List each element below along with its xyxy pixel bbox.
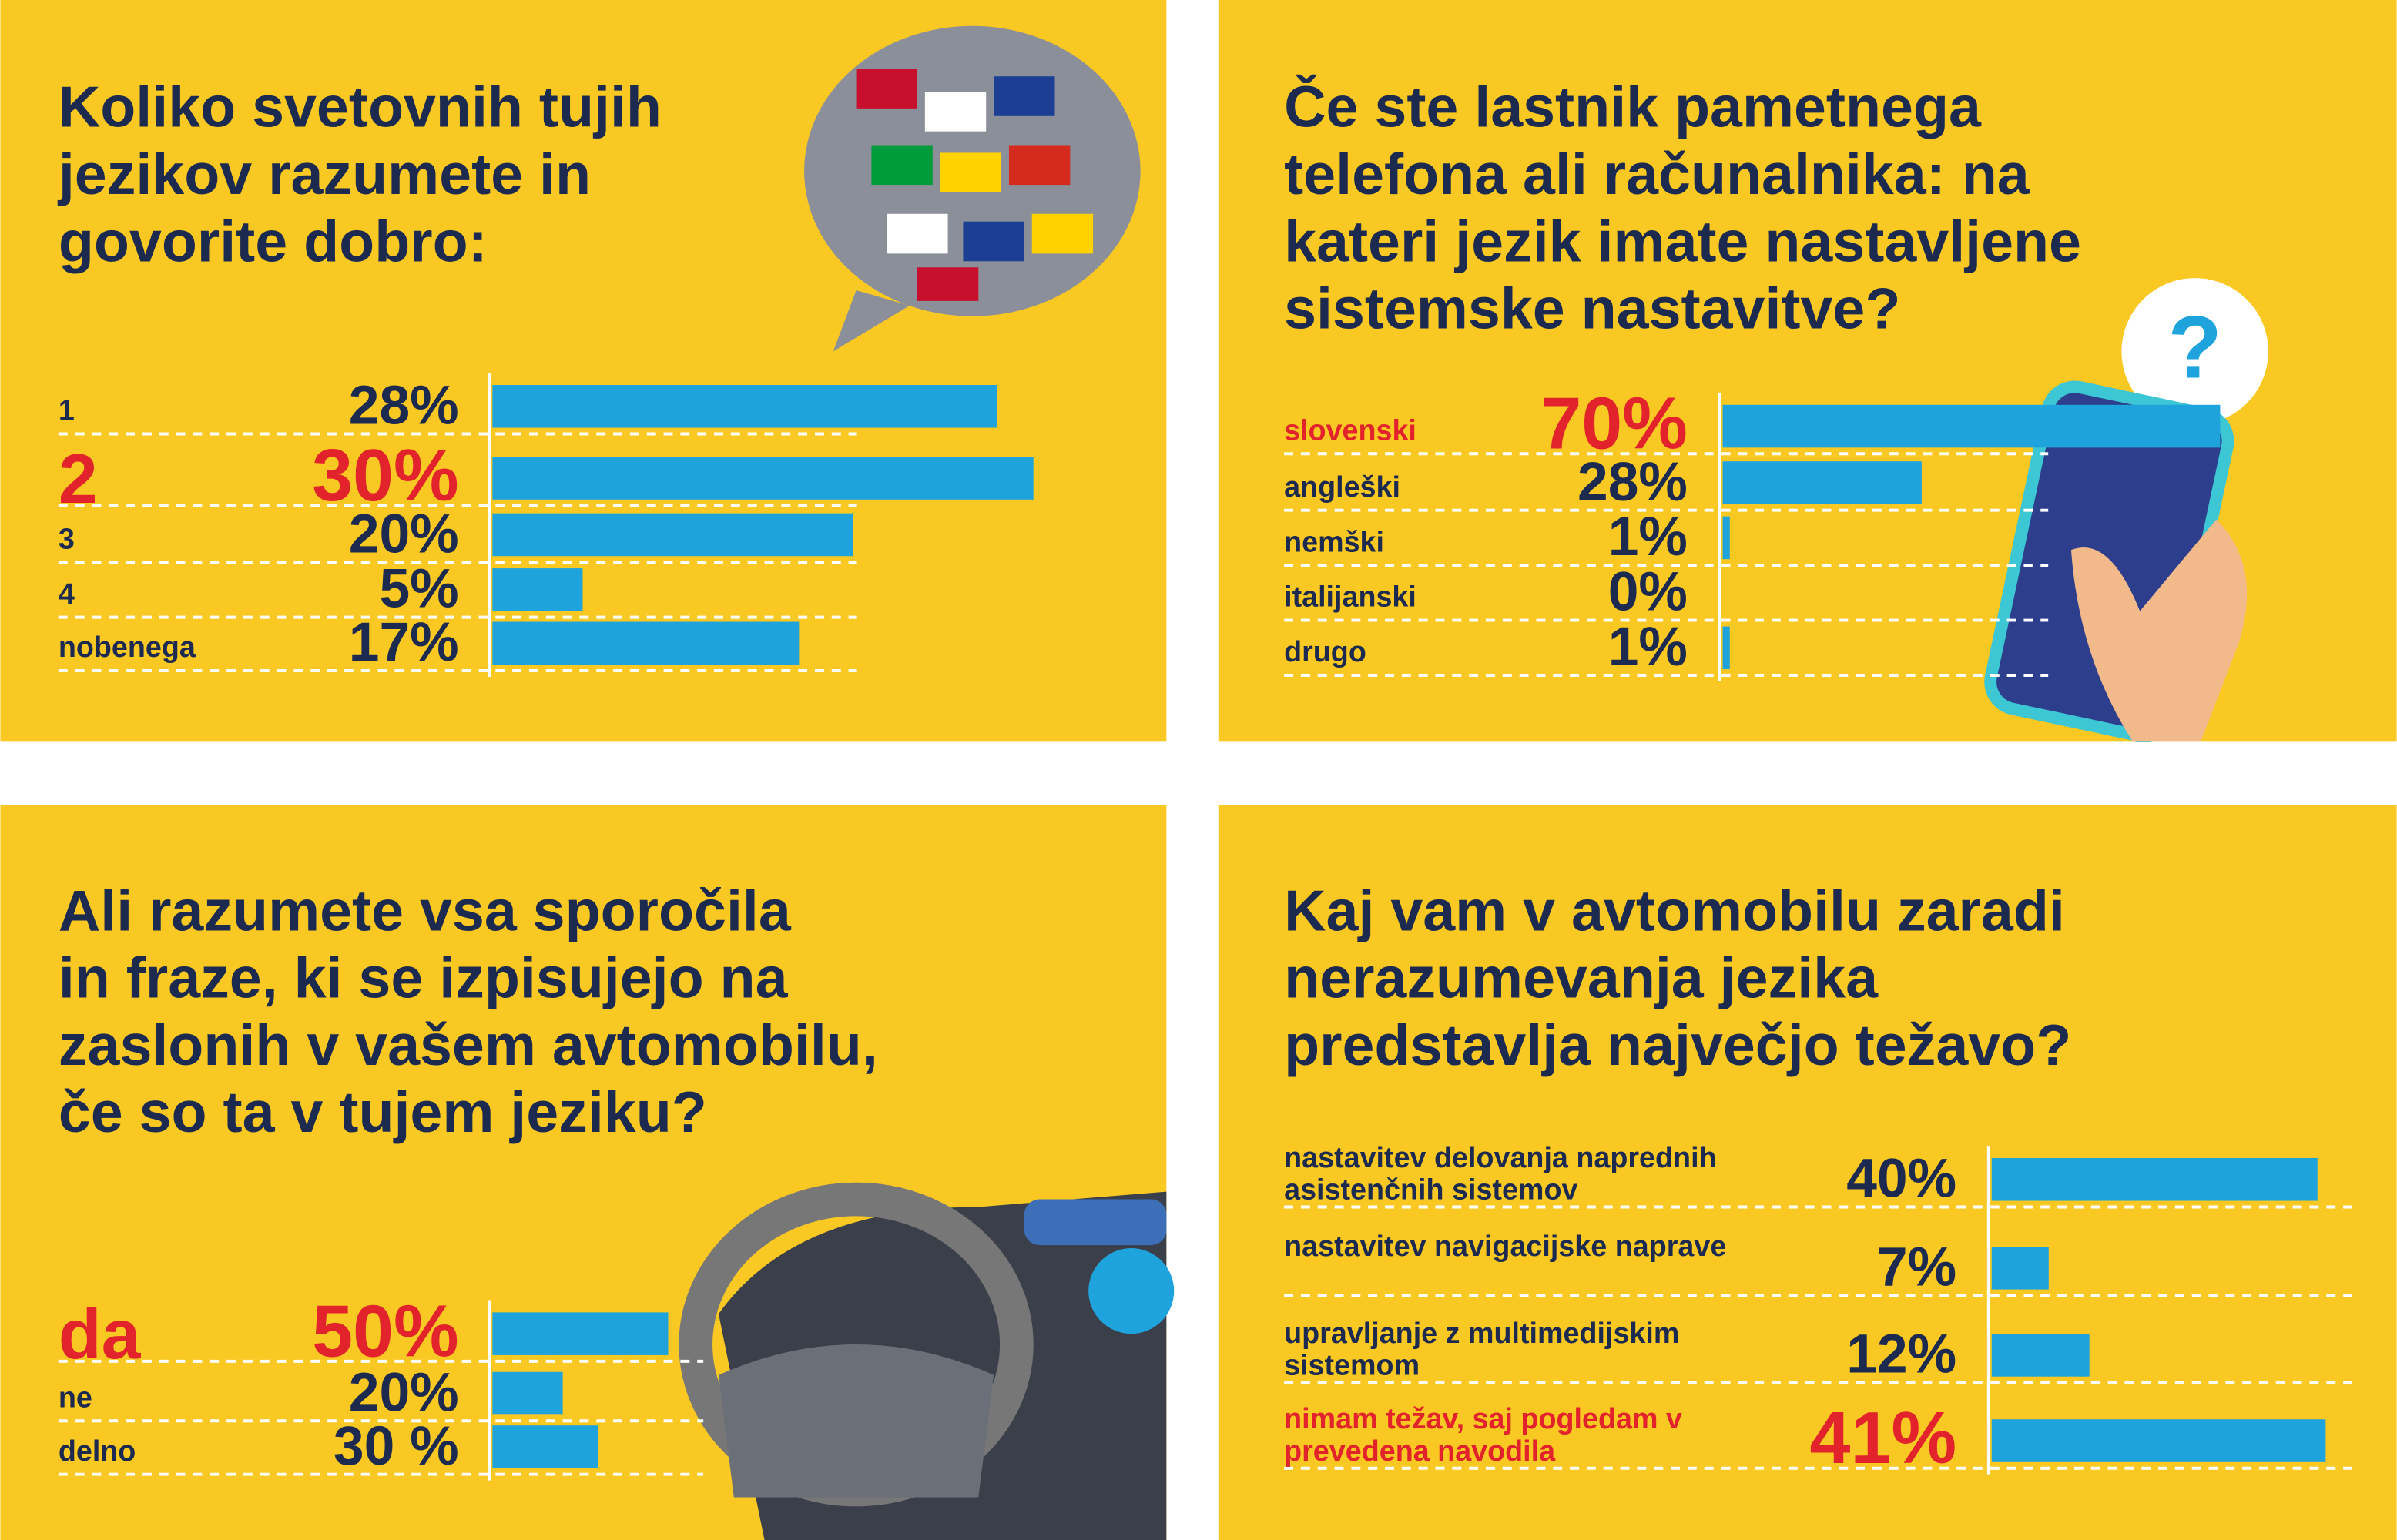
category-label: nemški <box>1284 525 1384 557</box>
bar <box>492 513 853 557</box>
category-label: delno <box>59 1435 136 1467</box>
category-label: drugo <box>1284 635 1366 668</box>
value-label: 40% <box>1846 1148 1956 1210</box>
bar <box>1991 1419 2326 1462</box>
bar <box>1722 404 2221 448</box>
value-label: 70% <box>1540 383 1688 465</box>
chart-title: zaslonih v vašem avtomobilu, <box>59 1013 878 1077</box>
chart-title: telefona ali računalnika: na <box>1284 142 2030 206</box>
value-label: 28% <box>1577 451 1688 513</box>
value-label: 7% <box>1877 1237 1956 1298</box>
category-label-box: nastavitev navigacijske naprave <box>1284 1231 1727 1264</box>
value-label: 0% <box>1608 561 1688 623</box>
category-label: angleški <box>1284 470 1400 503</box>
bar <box>492 621 800 665</box>
value-label: 20% <box>349 1361 459 1423</box>
category-label: nobenega <box>59 631 196 663</box>
bar <box>1722 626 1730 670</box>
bar <box>492 1425 598 1468</box>
category-label-box: nimam težav, saj pogledam v prevedena na… <box>1284 1404 1682 1468</box>
value-label: 12% <box>1846 1324 1956 1385</box>
value-label: 41% <box>1810 1398 1957 1479</box>
chart-title: predstavlja največjo težavo? <box>1284 1013 2071 1077</box>
category-label-box: upravljanje z multimedijskim sistemom <box>1284 1318 1680 1383</box>
category-label: 3 <box>59 522 75 554</box>
bar <box>492 385 997 428</box>
bar <box>492 1371 563 1415</box>
chart-title: Kaj vam v avtomobilu zaradi <box>1284 878 2065 942</box>
category-label: nastavitev navigacijske naprave <box>1284 1231 1727 1264</box>
chart-title: sistemske nastavitve? <box>1284 276 1900 341</box>
chart-title: če so ta v tujem jeziku? <box>59 1080 707 1144</box>
category-label: 4 <box>59 578 75 610</box>
category-label: da <box>59 1295 142 1374</box>
chart-title: Koliko svetovnih tujih <box>59 75 662 139</box>
flags-bubble <box>804 25 1141 352</box>
bar <box>1722 516 1730 560</box>
category-label: italijanski <box>1284 581 1416 613</box>
chart-title: Če ste lastnik pametnega <box>1284 75 1982 139</box>
phone-illustration: ? <box>1984 278 2268 742</box>
category-label: nastavitev delovanja naprednih asistenčn… <box>1284 1143 1717 1207</box>
value-label: 30 % <box>334 1415 459 1477</box>
chart-title: jezikov razumete in <box>57 142 591 206</box>
category-label: upravljanje z multimedijskim sistemom <box>1284 1318 1680 1383</box>
bar <box>1991 1157 2318 1201</box>
value-label: 17% <box>349 611 459 673</box>
svg-text:?: ? <box>2168 299 2222 397</box>
bar <box>1991 1247 2049 1290</box>
value-label: 1% <box>1608 616 1688 678</box>
chart-title: kateri jezik imate nastavljene <box>1284 209 2081 273</box>
category-label-box: nastavitev delovanja naprednih asistenčn… <box>1284 1143 1717 1207</box>
chart-title: govorite dobro: <box>59 209 488 273</box>
value-label: 20% <box>349 503 459 564</box>
car-dashboard <box>679 1182 1175 1540</box>
chart-title: Ali razumete vsa sporočila <box>59 878 792 942</box>
chart-title: nerazumevanja jezika <box>1284 946 1879 1010</box>
value-label: 1% <box>1608 506 1688 567</box>
category-label: 2 <box>59 440 98 518</box>
bar <box>1722 461 1922 504</box>
bar <box>492 457 1034 500</box>
category-label: nimam težav, saj pogledam v prevedena na… <box>1284 1404 1682 1468</box>
chart-title: in fraze, ki se izpisujejo na <box>59 946 789 1010</box>
value-label: 50% <box>312 1291 459 1372</box>
value-label: 28% <box>349 375 459 437</box>
bar <box>492 568 583 611</box>
bar <box>492 1312 669 1355</box>
value-label: 5% <box>379 558 458 620</box>
category-label: 1 <box>59 394 75 427</box>
bar <box>1991 1334 2090 1377</box>
value-label: 30% <box>312 435 459 517</box>
category-label: ne <box>59 1381 92 1413</box>
category-label: slovenski <box>1284 413 1416 446</box>
